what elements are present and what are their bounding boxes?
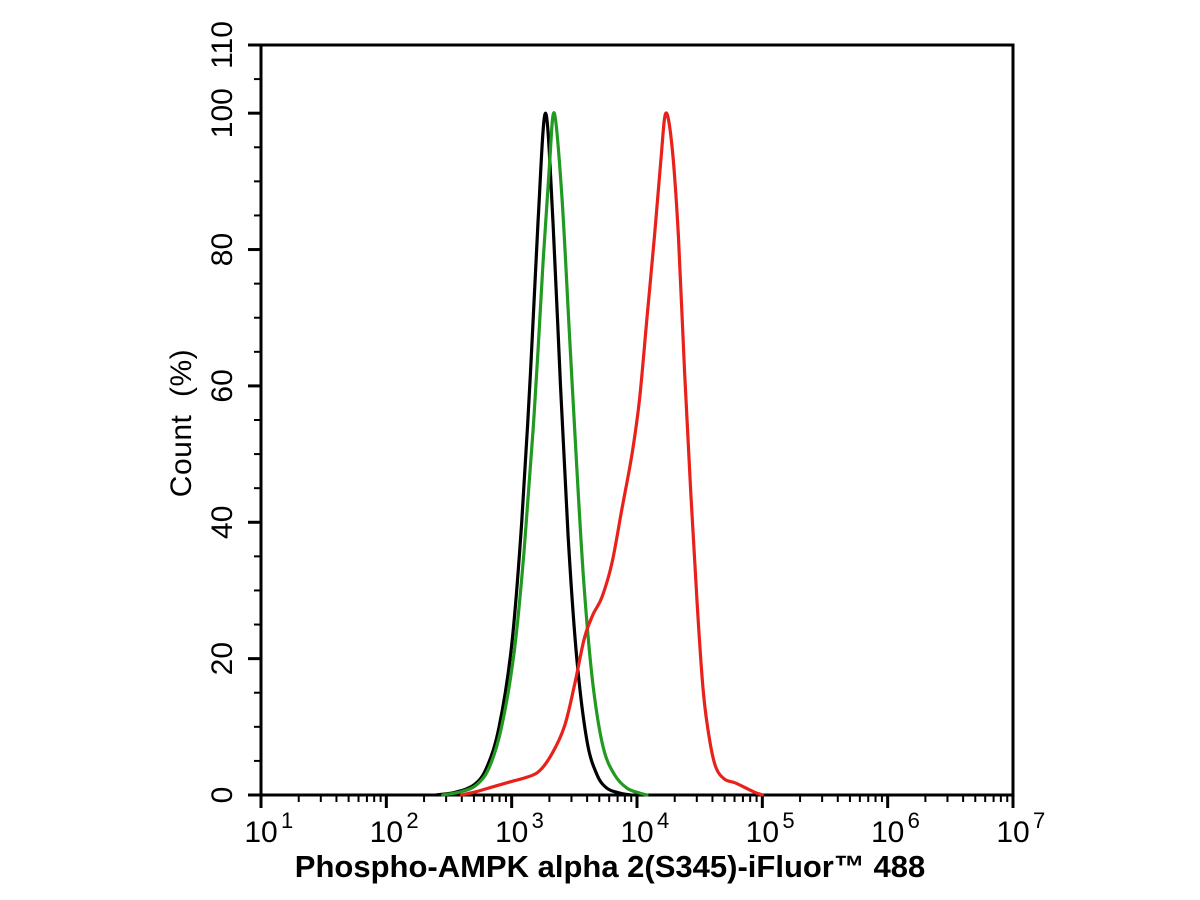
x-tick-label: 10 [746,816,779,849]
y-tick-label: 40 [206,506,239,539]
y-axis-title: Count (%) [165,348,198,498]
x-tick-label: 10 [620,816,653,849]
x-tick-exponent: 7 [1033,808,1045,833]
y-tick-label: 60 [206,369,239,402]
x-tick-exponent: 6 [908,808,920,833]
x-axis-title: Phospho-AMPK alpha 2(S345)-iFluor™ 488 [294,849,926,884]
x-tick-exponent: 3 [532,808,544,833]
x-tick-label: 10 [370,816,403,849]
x-tick-label: 10 [996,816,1029,849]
x-tick-exponent: 1 [281,808,293,833]
y-tick-label: 0 [206,787,239,804]
x-tick-exponent: 2 [406,808,418,833]
x-tick-label: 10 [244,816,277,849]
x-tick-exponent: 4 [657,808,669,833]
y-tick-label: 80 [206,233,239,266]
curve-red [459,111,764,797]
x-tick-label: 10 [871,816,904,849]
x-tick-label: 10 [495,816,528,849]
y-tick-label: 110 [206,21,239,69]
x-tick-exponent: 5 [782,808,794,833]
curve-green [441,111,649,797]
y-tick-label: 100 [206,88,239,138]
curve-black [434,111,633,797]
y-tick-label: 20 [206,642,239,675]
